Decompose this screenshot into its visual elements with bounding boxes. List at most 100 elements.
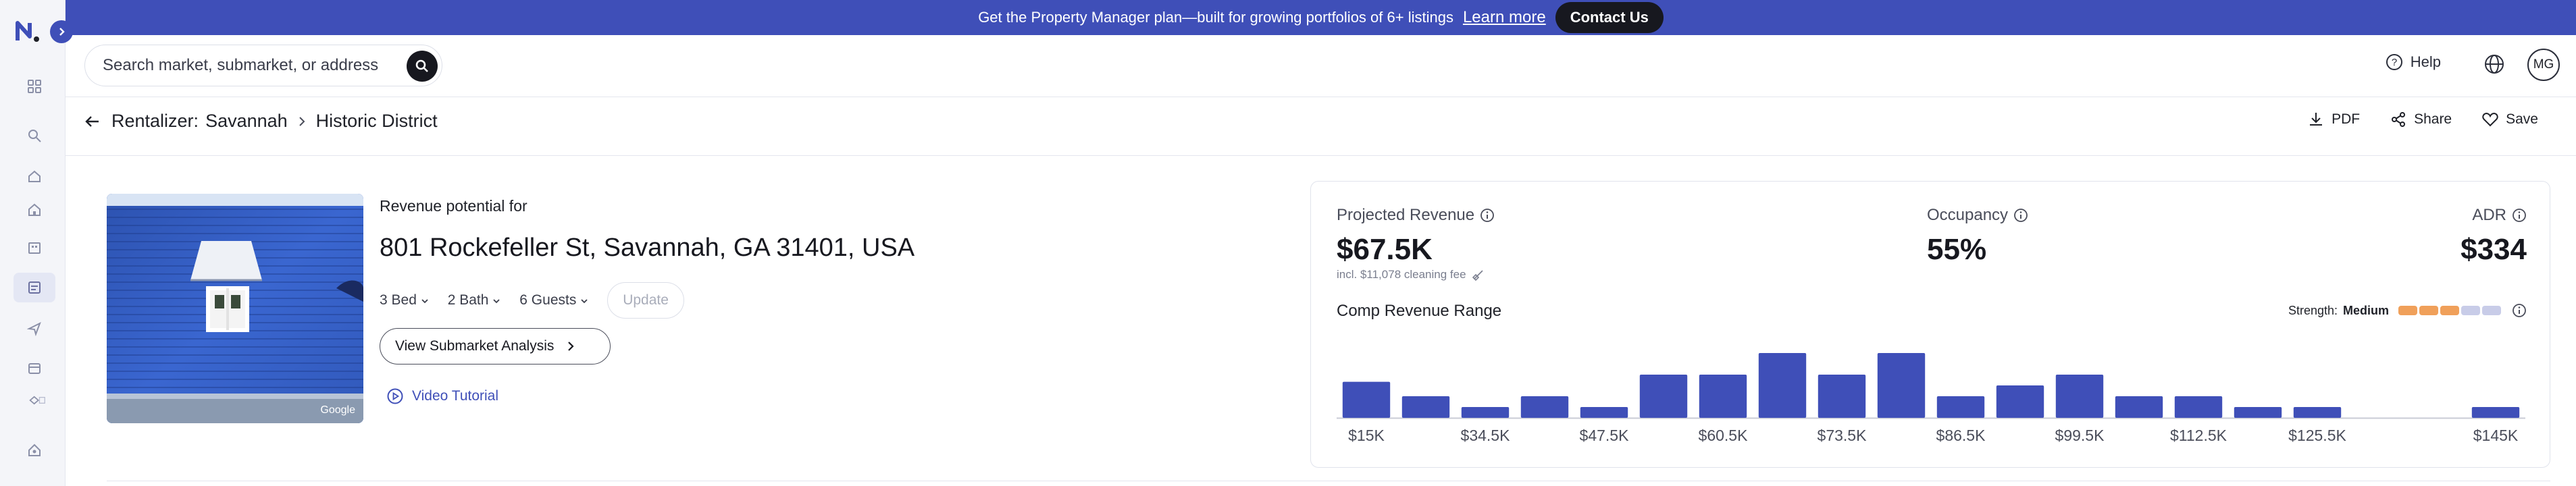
guests-dropdown[interactable]: 6 Guests [519,292,588,308]
globe-icon[interactable] [2483,53,2506,76]
share-label: Share [2414,111,2452,127]
rentalizer-icon[interactable] [14,273,55,302]
home-icon[interactable] [26,201,43,219]
search-icon[interactable] [26,127,43,144]
breadcrumb-submarket[interactable]: Historic District [315,111,438,131]
chart-bar[interactable] [1580,407,1628,418]
svg-text:?: ? [2392,57,2397,68]
baths-dropdown[interactable]: 2 Bath [448,292,501,308]
strength-value: Medium [2342,303,2389,317]
chart-bar[interactable] [1639,375,1688,418]
info-icon[interactable] [2512,303,2527,318]
question-icon: ? [2386,54,2402,70]
learn-more-link[interactable]: Learn more [1462,8,1546,26]
cleaning-fee-note: incl. $11,078 cleaning fee [1337,268,1485,281]
baths-value: 2 Bath [447,292,489,308]
chart-tick-label: $34.5K [1461,427,1511,444]
heart-icon [2482,112,2498,127]
search-input[interactable]: Search market, submarket, or address [84,45,442,86]
beds-dropdown[interactable]: 3 Bed [380,292,429,308]
strength-segment [2461,306,2480,315]
occupancy-label-text: Occupancy [1927,206,2009,224]
lock-home-icon[interactable] [26,167,43,185]
revenue-card: Projected Revenue $67.5K incl. $11,078 c… [1310,181,2550,468]
save-label: Save [2506,111,2538,127]
download-icon [2310,113,2323,126]
breadcrumb-row: Rentalizer: Savannah Historic District P… [66,101,2576,144]
chevron-right-icon [59,28,65,36]
chart-bar[interactable] [1877,353,1926,418]
external-link-icon[interactable] [28,392,46,409]
chart-bar[interactable] [2055,375,2104,418]
chart-tick-label: $86.5K [1936,427,1986,444]
calendar-icon[interactable] [26,359,43,377]
share-button[interactable]: Share [2390,111,2452,128]
chart-bar[interactable] [1758,353,1807,418]
chart-bar[interactable] [1342,381,1391,418]
info-icon[interactable] [2013,208,2028,223]
info-icon[interactable] [1480,208,1495,223]
strength-segment [2482,306,2501,315]
chart-bar[interactable] [2115,396,2163,418]
chart-bar[interactable] [1936,396,1985,418]
chart-bar[interactable] [1818,375,1866,418]
share-icon [2392,112,2406,127]
occupancy-value: 55% [1927,233,1987,266]
revenue-for-label: Revenue potential for [380,197,527,215]
strength-segment [2419,306,2438,315]
video-tutorial-link[interactable]: Video Tutorial [386,387,498,405]
property-photo[interactable]: Google [107,194,363,423]
pdf-button[interactable]: PDF [2307,111,2360,128]
chevron-right-icon [299,116,305,126]
projected-revenue-label: Projected Revenue [1337,206,1495,225]
adr-label-text: ADR [2472,206,2506,224]
top-bar: Search market, submarket, or address ? H… [66,35,2576,97]
chart-bar[interactable] [1461,407,1510,418]
chevron-down-icon [493,299,500,304]
chart-bar[interactable] [2293,407,2342,418]
chart-bar[interactable] [2234,407,2282,418]
save-button[interactable]: Save [2481,111,2538,128]
strength-segment [2398,306,2417,315]
back-arrow-icon[interactable] [84,115,101,128]
chart-bar[interactable] [2174,396,2223,418]
adr-value: $334 [2461,233,2527,266]
chevron-down-icon [421,299,428,304]
chart-bar[interactable] [1401,396,1450,418]
sidebar [0,0,66,486]
logo-icon[interactable] [15,19,41,43]
search-button[interactable] [407,51,438,82]
pdf-label: PDF [2332,111,2361,127]
chart-bar[interactable] [1520,396,1569,418]
chart-bar[interactable] [1699,375,1747,418]
building-icon[interactable] [26,239,43,256]
grid-icon[interactable] [26,78,43,95]
photo-credit: Google [320,404,355,416]
chart-bar[interactable] [2471,407,2520,418]
street-view-image [107,194,363,423]
content-divider [66,155,2576,486]
video-tutorial-label: Video Tutorial [412,388,499,404]
help-button[interactable]: ? Help [2385,53,2441,72]
sidebar-expand-button[interactable] [50,20,73,43]
chart-tick-label: $112.5K [2170,427,2227,444]
breadcrumb: Rentalizer: Savannah Historic District [84,111,438,132]
strength-segment [2440,306,2459,315]
chart-tick-label: $125.5K [2288,427,2346,444]
avatar[interactable]: MG [2527,49,2560,81]
strength-bar [2398,306,2501,315]
view-submarket-button[interactable]: View Submarket Analysis [380,328,611,364]
search-placeholder: Search market, submarket, or address [103,56,379,74]
contact-us-button[interactable]: Contact Us [1555,2,1664,33]
chart-tick-label: $99.5K [2055,427,2105,444]
broom-icon[interactable] [1472,268,1485,281]
chart-tick-label: $47.5K [1580,427,1630,444]
update-button[interactable]: Update [607,282,684,319]
send-icon[interactable] [26,320,43,338]
info-icon[interactable] [2512,208,2527,223]
settings-icon[interactable] [26,441,43,459]
chart-bar[interactable] [1996,385,2044,418]
breadcrumb-market[interactable]: Savannah [205,111,288,131]
banner-message: Get the Property Manager plan—built for … [978,9,1453,26]
chevron-right-icon [568,342,574,351]
